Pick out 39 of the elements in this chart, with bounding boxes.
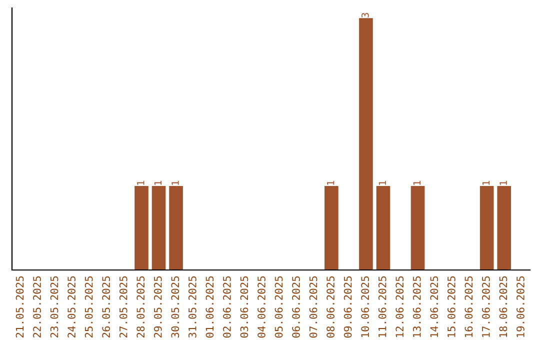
data-label: 1: [500, 180, 507, 185]
x-tick-label: 05.06.2025: [274, 276, 283, 338]
x-tick-label: 08.06.2025: [326, 276, 334, 338]
x-tick-label: 31.05.2025: [188, 276, 196, 338]
x-tick-label: 09.06.2025: [344, 276, 352, 338]
x-tick-label: 28.05.2025: [136, 276, 145, 338]
x-tick-label: 22.05.2025: [33, 276, 41, 338]
x-tick-label: 04.06.2025: [258, 276, 266, 338]
data-label: 1: [172, 180, 179, 185]
x-tick-label: 03.06.2025: [240, 276, 248, 338]
x-tick-label: 13.06.2025: [412, 276, 421, 338]
data-label: 1: [154, 180, 162, 185]
x-tick-label: 24.05.2025: [68, 276, 76, 338]
x-tick-label: 27.05.2025: [119, 276, 128, 338]
x-tick-label: 29.05.2025: [154, 276, 162, 338]
data-label: 1: [137, 180, 144, 185]
x-tick-label: 17.06.2025: [482, 276, 490, 338]
x-tick-label: 10.06.2025: [361, 276, 370, 338]
x-tick-label: 26.05.2025: [102, 276, 110, 338]
x-tick-label: 16.06.2025: [464, 276, 473, 338]
data-label: 1: [327, 180, 334, 185]
x-tick-label: 23.05.2025: [50, 276, 58, 338]
x-tick-label: 02.06.2025: [223, 276, 231, 338]
x-tick-label: 19.06.2025: [516, 276, 524, 338]
data-label: 1: [378, 180, 386, 185]
x-tick-label: 30.05.2025: [171, 276, 180, 338]
data-label: 1: [482, 180, 490, 185]
x-tick-label: 06.06.2025: [292, 276, 300, 338]
x-tick-label: 21.05.2025: [16, 276, 24, 338]
x-tick-label: 12.06.2025: [396, 276, 404, 338]
x-tick-label: 15.06.2025: [447, 276, 456, 338]
x-tick-label: 07.06.2025: [309, 276, 318, 338]
x-tick-label: 11.06.2025: [378, 276, 386, 338]
x-tick-label: 14.06.2025: [430, 276, 438, 338]
x-tick-label: 25.05.2025: [84, 276, 93, 338]
data-label: 3: [361, 12, 369, 18]
data-label: 1: [413, 180, 420, 185]
x-tick-label: 18.06.2025: [499, 276, 508, 338]
x-tick-label: 01.06.2025: [206, 276, 214, 338]
